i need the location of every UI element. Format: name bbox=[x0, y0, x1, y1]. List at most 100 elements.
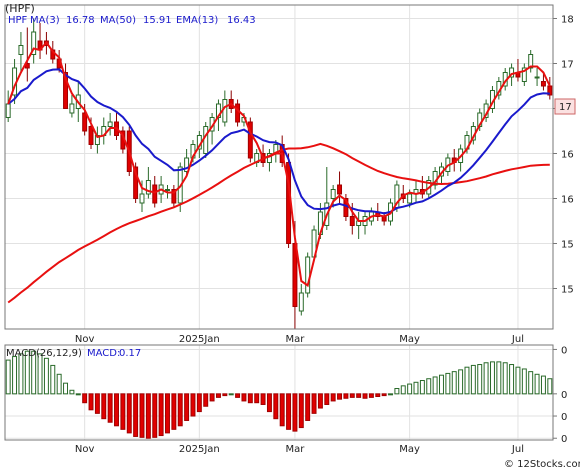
macd-bar bbox=[12, 356, 18, 395]
chart-title: (HPF) bbox=[5, 2, 35, 15]
candle bbox=[528, 50, 534, 73]
macd-bar bbox=[139, 393, 145, 438]
macd-title: MACD(26,12,9) bbox=[6, 348, 82, 359]
macd-bar bbox=[133, 393, 139, 437]
candle bbox=[298, 284, 304, 316]
candle bbox=[547, 77, 553, 100]
ma50-line bbox=[7, 142, 550, 304]
ma3-line bbox=[7, 40, 551, 288]
macd-bar bbox=[190, 393, 196, 417]
macd-bar bbox=[349, 393, 355, 398]
candle-body bbox=[184, 157, 190, 172]
macd-bar bbox=[470, 364, 476, 395]
macd-bar bbox=[528, 371, 534, 395]
macd-bar bbox=[362, 393, 368, 399]
macd-bar bbox=[196, 393, 202, 413]
macd-bar bbox=[407, 383, 413, 395]
candle-body bbox=[5, 103, 11, 118]
macd-bar bbox=[356, 393, 362, 398]
candle bbox=[31, 18, 37, 64]
macd-bar bbox=[171, 393, 177, 430]
macd-legend: MACD(26,12,9) MACD: 0.17 bbox=[6, 348, 141, 359]
copyright-footer: © 12Stocks.com bbox=[504, 459, 580, 470]
candle-body bbox=[107, 121, 113, 127]
candle bbox=[534, 68, 540, 86]
macd-bar bbox=[101, 393, 107, 420]
ema13-line bbox=[7, 68, 550, 215]
macd-bar bbox=[43, 357, 49, 395]
macd-bar bbox=[177, 393, 183, 427]
candle bbox=[184, 149, 190, 176]
macd-bar bbox=[432, 376, 438, 395]
candle bbox=[133, 162, 139, 203]
macd-bar bbox=[31, 350, 37, 395]
candle bbox=[305, 252, 311, 298]
macd-histogram bbox=[5, 350, 553, 439]
candle-body bbox=[349, 216, 355, 226]
macd-bar bbox=[120, 393, 126, 430]
candle-body bbox=[133, 166, 139, 199]
candle-body bbox=[82, 112, 88, 132]
candle-body bbox=[528, 54, 534, 69]
macd-bar bbox=[247, 393, 253, 404]
candle-body bbox=[171, 189, 177, 204]
macd-bar bbox=[464, 366, 470, 395]
macd-bar bbox=[368, 393, 374, 398]
macd-bar bbox=[337, 393, 343, 400]
macd-bar bbox=[375, 393, 381, 397]
candle bbox=[18, 32, 24, 73]
macd-bar bbox=[209, 393, 215, 402]
candle-body bbox=[88, 126, 94, 145]
macd-bar bbox=[400, 385, 406, 395]
candle bbox=[521, 63, 527, 86]
last-price-label: 17 bbox=[559, 102, 572, 113]
price-x-tick-label: May bbox=[399, 334, 420, 345]
macd-bar bbox=[260, 393, 266, 405]
macd-bar bbox=[279, 393, 285, 427]
macd-panel-frame bbox=[4, 344, 554, 441]
macd-bar bbox=[254, 393, 260, 404]
macd-bar bbox=[158, 393, 164, 437]
macd-bar bbox=[50, 364, 56, 395]
macd-bar bbox=[24, 350, 30, 395]
price-x-tick-label: Jul bbox=[511, 334, 524, 345]
macd-y-tick-label: 0 bbox=[561, 434, 567, 445]
price-y-tick-label: 16 bbox=[561, 150, 574, 161]
candle bbox=[145, 167, 151, 199]
candle bbox=[247, 117, 253, 163]
macd-bar bbox=[82, 393, 88, 404]
macd-x-ticks: Nov2025JanMarMayJulSep bbox=[75, 444, 524, 455]
macd-y-tick-label: 0 bbox=[561, 412, 567, 423]
macd-bar bbox=[515, 366, 521, 395]
candle-body bbox=[69, 103, 75, 114]
macd-value-label: MACD: bbox=[87, 348, 120, 359]
macd-x-tick-label: Nov bbox=[75, 444, 95, 455]
macd-bar bbox=[521, 368, 527, 395]
macd-bar bbox=[317, 393, 323, 409]
last-price-box bbox=[554, 98, 576, 115]
candle bbox=[5, 90, 11, 122]
price-x-ticks: Nov2025JanMarMayJulSep bbox=[75, 334, 524, 345]
candle bbox=[107, 113, 113, 136]
candle bbox=[235, 99, 241, 127]
candle-body bbox=[18, 45, 24, 55]
macd-x-tick-label: Mar bbox=[285, 444, 305, 455]
candle-body bbox=[509, 67, 515, 78]
macd-bar bbox=[540, 375, 546, 395]
macd-bar bbox=[18, 353, 24, 395]
candle-body bbox=[337, 184, 343, 195]
price-x-tick-label: 2025Jan bbox=[179, 334, 220, 345]
candle-body bbox=[63, 72, 69, 109]
candle bbox=[203, 122, 209, 158]
macd-y-tick-label: 0 bbox=[561, 390, 567, 401]
candle-body bbox=[305, 256, 311, 294]
macd-bar bbox=[388, 393, 393, 396]
candle-body bbox=[152, 184, 158, 204]
macd-bar bbox=[330, 393, 336, 402]
macd-bar bbox=[88, 393, 94, 411]
price-legend: HPF MA(3) 16.78 MA(50) 15.91 EMA(13) 16.… bbox=[8, 15, 256, 26]
macd-bar bbox=[509, 364, 515, 395]
candle-body bbox=[547, 85, 553, 96]
macd-bar bbox=[547, 378, 553, 395]
candle bbox=[540, 72, 546, 91]
